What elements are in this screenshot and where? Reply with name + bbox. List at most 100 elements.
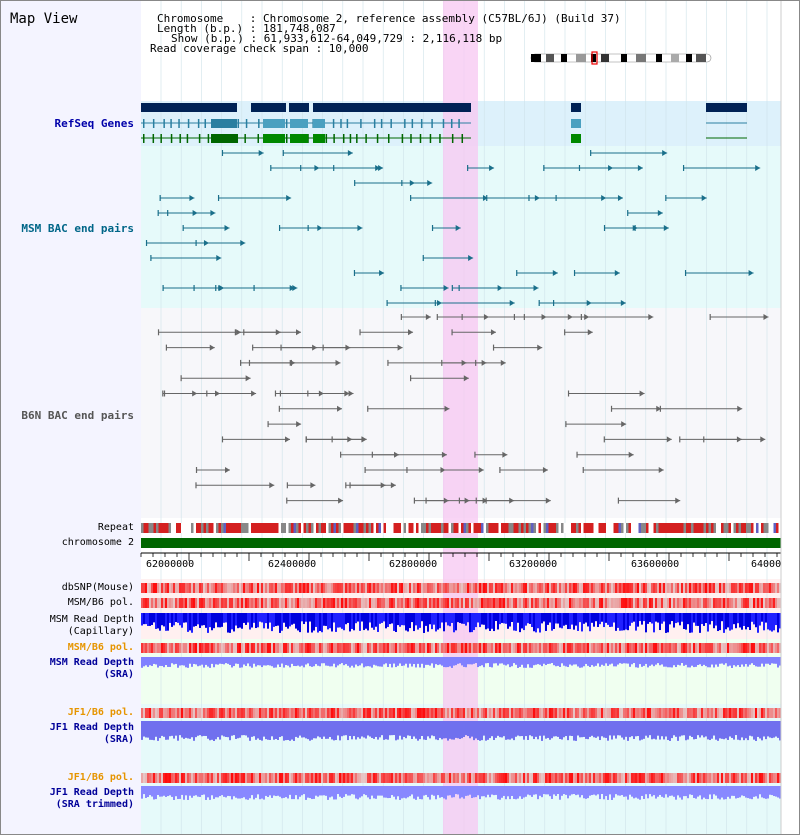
depth-bar bbox=[181, 657, 183, 666]
heat-cell bbox=[475, 583, 477, 593]
heat-cell bbox=[283, 598, 285, 608]
heat-cell bbox=[525, 583, 527, 593]
heat-cell bbox=[645, 583, 647, 593]
depth-bar bbox=[513, 721, 515, 741]
heat-cell bbox=[691, 643, 693, 653]
gene-exon bbox=[373, 119, 376, 128]
depth-bar bbox=[753, 786, 755, 797]
heat-cell bbox=[587, 708, 589, 718]
depth-bar bbox=[503, 657, 505, 665]
heat-cell bbox=[693, 643, 695, 653]
depth-bar bbox=[599, 721, 601, 741]
heat-cell bbox=[595, 583, 597, 593]
heat-cell bbox=[395, 643, 397, 653]
heat-cell bbox=[239, 643, 241, 653]
depth-bar bbox=[681, 721, 683, 736]
track-label-msm-bac[interactable]: MSM BAC end pairs bbox=[21, 222, 134, 235]
depth-bar bbox=[237, 657, 239, 664]
depth-bar bbox=[293, 786, 295, 800]
depth-bar bbox=[561, 721, 563, 740]
heat-cell bbox=[303, 708, 305, 718]
track-label-msm-depth-cap-sub: (Capillary) bbox=[67, 626, 134, 637]
heat-cell bbox=[365, 583, 367, 593]
depth-bar bbox=[185, 657, 187, 668]
depth-bar bbox=[751, 613, 753, 622]
heat-cell bbox=[373, 643, 375, 653]
heat-cell bbox=[349, 583, 351, 593]
depth-bar bbox=[655, 721, 657, 740]
depth-bar bbox=[639, 721, 641, 741]
heat-cell bbox=[213, 708, 215, 718]
heat-cell bbox=[561, 708, 563, 718]
depth-bar bbox=[527, 786, 529, 795]
heat-cell bbox=[665, 583, 667, 593]
depth-bar bbox=[227, 786, 229, 796]
depth-bar bbox=[399, 657, 401, 664]
heat-cell bbox=[719, 773, 721, 783]
heat-cell bbox=[547, 773, 549, 783]
heat-cell bbox=[679, 598, 681, 608]
heat-cell bbox=[191, 598, 193, 608]
heat-cell bbox=[283, 583, 285, 593]
depth-bar bbox=[607, 657, 609, 666]
depth-bar bbox=[463, 721, 465, 737]
heat-cell bbox=[701, 773, 703, 783]
depth-bar bbox=[649, 721, 651, 736]
heat-cell bbox=[655, 643, 657, 653]
depth-bar bbox=[349, 613, 351, 632]
heat-cell bbox=[503, 598, 505, 608]
depth-bar bbox=[363, 786, 365, 795]
depth-bar bbox=[745, 613, 747, 630]
heat-cell bbox=[733, 708, 735, 718]
depth-bar bbox=[763, 786, 765, 799]
repeat-element bbox=[666, 523, 669, 533]
repeat-element bbox=[743, 523, 746, 533]
heat-cell bbox=[401, 708, 403, 718]
heat-cell bbox=[343, 708, 345, 718]
heat-cell bbox=[701, 598, 703, 608]
depth-bar bbox=[429, 786, 431, 800]
depth-bar bbox=[145, 613, 147, 625]
depth-bar bbox=[689, 721, 691, 736]
heat-cell bbox=[173, 598, 175, 608]
heat-cell bbox=[289, 773, 291, 783]
depth-bar bbox=[515, 613, 517, 631]
heat-cell bbox=[277, 708, 279, 718]
track-label-refseq[interactable]: RefSeq Genes bbox=[54, 117, 134, 130]
track-label-msm-depth-sra: MSM Read Depth bbox=[49, 657, 134, 668]
depth-bar bbox=[195, 657, 197, 665]
heat-cell bbox=[673, 643, 675, 653]
depth-bar bbox=[659, 721, 661, 740]
depth-bar bbox=[429, 721, 431, 739]
depth-bar bbox=[185, 786, 187, 796]
depth-bar bbox=[281, 613, 283, 631]
heat-cell bbox=[473, 583, 475, 593]
heat-cell bbox=[391, 643, 393, 653]
depth-bar bbox=[453, 657, 455, 666]
repeat-element bbox=[616, 523, 619, 533]
heat-cell bbox=[491, 598, 493, 608]
heat-cell bbox=[661, 598, 663, 608]
depth-bar bbox=[205, 657, 207, 665]
heat-cell bbox=[709, 598, 711, 608]
heat-cell bbox=[267, 773, 269, 783]
heat-cell bbox=[177, 708, 179, 718]
track-label-b6n-bac[interactable]: B6N BAC end pairs bbox=[21, 409, 134, 422]
heat-cell bbox=[603, 598, 605, 608]
heat-cell bbox=[347, 598, 349, 608]
heat-cell bbox=[211, 583, 213, 593]
depth-bar bbox=[327, 657, 329, 666]
repeat-element bbox=[621, 523, 624, 533]
heat-cell bbox=[581, 643, 583, 653]
heat-cell bbox=[675, 708, 677, 718]
heat-cell bbox=[191, 773, 193, 783]
repeat-element bbox=[496, 523, 499, 533]
depth-bar bbox=[389, 613, 391, 625]
heat-cell bbox=[673, 708, 675, 718]
depth-bar bbox=[477, 613, 479, 623]
bac-end-arrow bbox=[497, 285, 503, 291]
depth-bar bbox=[385, 786, 387, 798]
heat-cell bbox=[635, 773, 637, 783]
repeat-element bbox=[361, 523, 364, 533]
